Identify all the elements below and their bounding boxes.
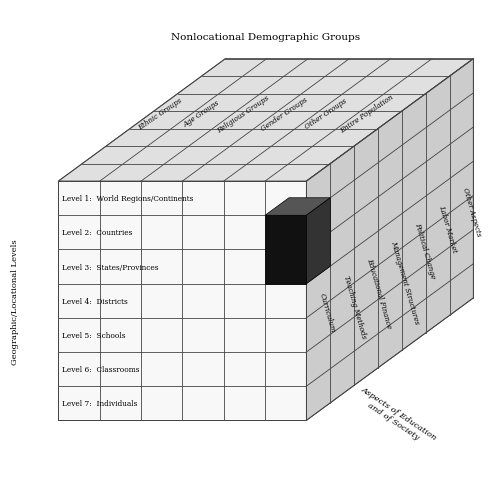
Text: Entire Population: Entire Population: [339, 94, 395, 135]
Text: Teaching Methods: Teaching Methods: [342, 274, 367, 338]
Polygon shape: [306, 198, 330, 284]
Text: Labor Market: Labor Market: [437, 204, 458, 253]
Text: Political Change: Political Change: [413, 221, 437, 279]
Polygon shape: [306, 60, 474, 420]
Text: Geographic/Locational Levels: Geographic/Locational Levels: [10, 239, 18, 364]
Text: Other Aspects: Other Aspects: [461, 187, 482, 237]
Text: Other Groups: Other Groups: [303, 97, 348, 131]
Text: Ethnic Groups: Ethnic Groups: [137, 96, 184, 132]
Text: Level 5:  Schools: Level 5: Schools: [62, 331, 126, 339]
Text: Curriculum: Curriculum: [318, 291, 336, 333]
Text: Level 1:  World Regions/Continents: Level 1: World Regions/Continents: [62, 195, 194, 203]
Text: Level 6:  Classrooms: Level 6: Classrooms: [62, 365, 140, 373]
Text: Level 7:  Individuals: Level 7: Individuals: [62, 399, 138, 408]
Text: Gender Groups: Gender Groups: [260, 96, 309, 132]
Text: Level 3:  States/Provinces: Level 3: States/Provinces: [62, 263, 159, 271]
Polygon shape: [265, 198, 330, 216]
Text: Level 4:  Districts: Level 4: Districts: [62, 297, 128, 305]
Text: Level 2:  Countries: Level 2: Countries: [62, 229, 133, 237]
Text: Aspects of Education
and of Society: Aspects of Education and of Society: [354, 385, 438, 449]
Text: Management Structures: Management Structures: [389, 239, 421, 324]
Text: Educational Finance: Educational Finance: [366, 256, 393, 328]
Text: Nonlocational Demographic Groups: Nonlocational Demographic Groups: [172, 33, 360, 42]
Polygon shape: [58, 60, 474, 182]
Text: Age Groups: Age Groups: [182, 99, 221, 129]
Polygon shape: [58, 182, 306, 420]
Polygon shape: [265, 216, 306, 284]
Text: Religious Groups: Religious Groups: [216, 94, 270, 134]
